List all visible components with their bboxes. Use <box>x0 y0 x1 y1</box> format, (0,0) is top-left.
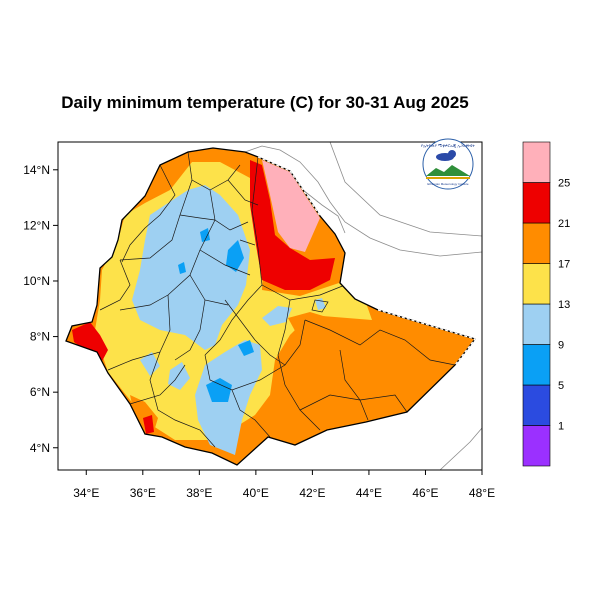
y-tick-label: 8°N <box>30 330 50 344</box>
x-axis: 34°E 36°E 38°E 40°E 42°E 44°E 46°E 48°E <box>73 470 495 500</box>
y-tick-label: 6°N <box>30 385 50 399</box>
x-tick-label: 46°E <box>412 486 438 500</box>
legend-label: 25 <box>558 178 570 190</box>
legend-label: 1 <box>558 421 564 433</box>
y-tick-label: 14°N <box>23 163 50 177</box>
x-tick-label: 42°E <box>299 486 325 500</box>
legend-swatch <box>522 344 551 386</box>
legend-swatch <box>522 141 551 183</box>
country-outline <box>65 147 477 466</box>
y-tick-label: 10°N <box>23 274 50 288</box>
legend-swatch <box>522 263 551 305</box>
legend-label: 17 <box>558 259 570 271</box>
x-tick-label: 48°E <box>469 486 495 500</box>
x-tick-label: 38°E <box>186 486 212 500</box>
y-tick-label: 4°N <box>30 441 50 455</box>
legend-label: 13 <box>558 299 570 311</box>
neighbour-borders <box>244 142 482 470</box>
legend-label: 9 <box>558 340 564 352</box>
x-tick-label: 40°E <box>243 486 269 500</box>
legend-swatch <box>522 384 551 426</box>
x-tick-label: 36°E <box>130 486 156 500</box>
legend-swatch <box>522 425 551 467</box>
color-legend: 1 5 9 13 17 21 25 <box>522 141 570 467</box>
y-tick-label: 12°N <box>23 218 50 232</box>
legend-label: 5 <box>558 380 564 392</box>
legend-label: 21 <box>558 218 570 230</box>
logo-subtext: Ethiopian Meteorology Institute <box>427 182 469 186</box>
temperature-fields <box>66 148 475 465</box>
x-tick-label: 44°E <box>356 486 382 500</box>
institute-logo: የኢትዮጵያ ሚቲዎሮሎጂ ኢንስቲትዩት Ethiopian Meteorol… <box>421 138 475 190</box>
legend-swatch <box>522 182 551 224</box>
legend-swatch <box>522 222 551 264</box>
plot-frame <box>57 141 483 471</box>
map-title: Daily minimum temperature (C) for 30-31 … <box>61 93 469 112</box>
x-tick-label: 34°E <box>73 486 99 500</box>
eritrea-border-dash <box>257 156 477 366</box>
zone-borders <box>99 151 456 448</box>
y-axis: 14°N 12°N 10°N 8°N 6°N 4°N <box>23 163 58 455</box>
legend-swatch <box>522 303 551 345</box>
logo-arc-text: የኢትዮጵያ ሚቲዎሮሎጂ ኢንስቲትዩት <box>421 143 475 148</box>
